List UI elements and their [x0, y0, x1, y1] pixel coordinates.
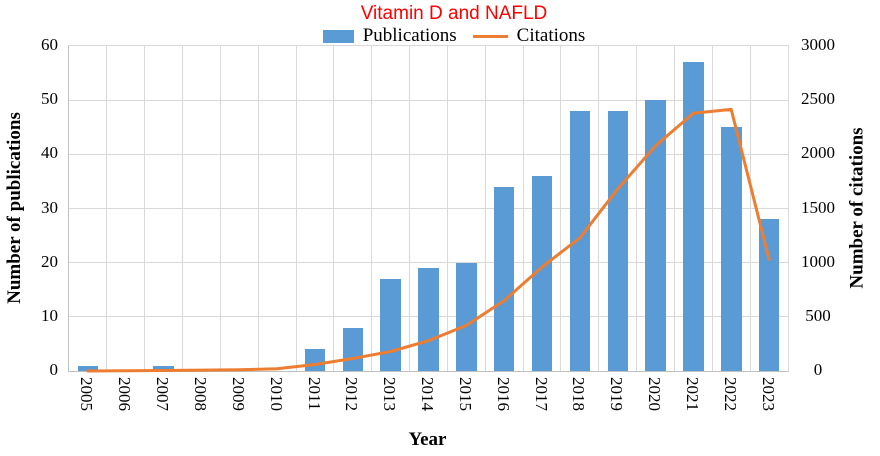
publications-bar	[531, 176, 553, 371]
gridline-horizontal	[69, 208, 788, 209]
publications-bar	[645, 100, 666, 371]
gridline-vertical	[106, 46, 108, 371]
x-tick-label: 2005	[77, 377, 97, 411]
gridline-vertical	[219, 46, 221, 371]
publications-bar	[380, 278, 401, 371]
publications-bar	[77, 365, 99, 371]
left-tick-label: 40	[41, 143, 58, 163]
gridline-vertical	[371, 46, 373, 371]
gridline-vertical	[749, 46, 751, 371]
gridline-vertical	[182, 46, 183, 371]
publications-bar	[153, 365, 174, 371]
right-tick-label: 2000	[801, 143, 835, 163]
gridline-horizontal	[69, 153, 788, 155]
publications-bar	[683, 62, 704, 371]
x-tick-label: 2013	[380, 377, 400, 411]
gridline-vertical	[598, 46, 600, 371]
publications-bar	[721, 127, 742, 371]
x-tick-label: 2020	[645, 377, 665, 411]
x-tick-label: 2023	[758, 377, 778, 411]
gridline-horizontal	[69, 262, 788, 264]
x-tick-label: 2015	[455, 377, 475, 411]
left-tick-label: 20	[41, 251, 58, 271]
gridline-vertical	[711, 46, 713, 371]
gridline-horizontal	[69, 99, 788, 101]
gridline-vertical	[257, 46, 259, 371]
x-tick-label: 2012	[342, 377, 362, 411]
gridline-vertical	[484, 46, 486, 371]
plot-area	[68, 45, 789, 373]
x-axis-title: Year	[408, 429, 447, 450]
publications-bar	[758, 219, 780, 371]
right-tick-label: 1000	[801, 251, 835, 271]
left-tick-label: 60	[41, 35, 58, 54]
gridline-vertical	[560, 46, 562, 371]
right-tick-label: 0	[813, 360, 823, 379]
x-tick-label: 2021	[682, 377, 702, 411]
x-tick-label: 2007	[153, 377, 173, 411]
legend-item-publications: Publications	[322, 25, 457, 46]
x-tick-label: 2014	[418, 377, 437, 411]
y-axis-right-title: Number of citations	[847, 126, 869, 289]
x-tick-label: 2006	[115, 377, 135, 411]
x-tick-label: 2019	[607, 377, 627, 411]
x-tick-label: 2010	[266, 377, 286, 411]
x-tick-label: 2009	[228, 377, 248, 411]
x-tick-label: 2008	[190, 377, 210, 411]
left-tick-label: 10	[41, 305, 58, 325]
legend: Publications Citations	[14, 26, 880, 46]
gridline-vertical	[295, 46, 297, 371]
gridline-vertical	[674, 46, 675, 371]
x-tick-label: 2011	[304, 377, 324, 411]
left-tick-label: 0	[49, 360, 59, 379]
publications-bar	[493, 186, 515, 371]
gridline-vertical	[522, 46, 524, 371]
gridline-vertical	[636, 46, 638, 371]
chart-title: Vitamin D and NAFLD	[360, 3, 548, 24]
publications-bar	[304, 349, 326, 371]
right-tick-label: 1500	[801, 197, 835, 217]
publications-bar	[456, 262, 477, 371]
right-tick-label: 500	[805, 305, 831, 325]
publications-bar	[342, 327, 364, 371]
gridline-vertical	[333, 46, 335, 371]
citations-line-swatch-icon	[472, 34, 508, 38]
gridline-vertical	[409, 46, 411, 371]
x-tick-label: 2016	[493, 377, 513, 411]
gridline-vertical	[144, 46, 146, 371]
legend-label-publications: Publications	[362, 25, 457, 46]
publications-swatch-icon	[322, 29, 354, 43]
publications-bar	[607, 111, 628, 371]
x-tick-label: 2018	[569, 377, 589, 411]
left-tick-label: 30	[41, 197, 58, 217]
legend-label-citations: Citations	[516, 25, 586, 46]
right-tick-label: 3000	[801, 35, 835, 54]
publications-bar	[569, 111, 591, 371]
right-tick-label: 2500	[801, 89, 835, 109]
legend-item-citations: Citations	[472, 25, 586, 46]
x-tick-label: 2022	[720, 377, 740, 411]
x-tick-label: 2017	[531, 377, 551, 411]
publications-bar	[418, 268, 439, 371]
left-tick-label: 50	[41, 89, 58, 109]
gridline-vertical	[446, 46, 448, 371]
